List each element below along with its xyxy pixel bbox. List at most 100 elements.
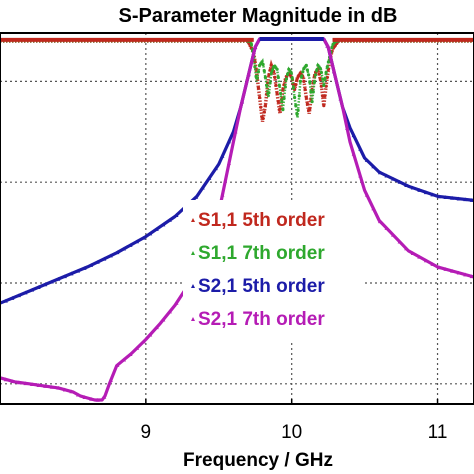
series-0-point xyxy=(262,110,266,114)
series-3-point xyxy=(95,397,100,402)
series-1-point xyxy=(270,68,274,72)
series-0-point xyxy=(303,87,307,92)
series-0-point xyxy=(325,75,329,79)
series-3-point xyxy=(469,274,474,279)
series-0-point xyxy=(323,94,327,98)
series-3-point xyxy=(174,300,179,305)
series-2-point xyxy=(30,287,35,292)
series-3-point xyxy=(443,267,448,271)
series-2-point xyxy=(397,180,402,184)
series-1-point xyxy=(277,83,281,87)
series-1-point xyxy=(301,70,305,74)
series-2-point xyxy=(194,194,199,199)
series-3-point xyxy=(16,380,21,385)
series-1-point xyxy=(281,108,285,112)
series-0-point xyxy=(275,91,279,96)
series-1-point xyxy=(262,69,266,73)
series-2-point xyxy=(384,173,389,178)
x-tick-label-1: 10 xyxy=(281,422,302,443)
series-3-point xyxy=(404,246,409,251)
series-1-point xyxy=(321,77,325,81)
series-1-point xyxy=(294,104,298,108)
series-0-point xyxy=(267,73,271,77)
series-1-point xyxy=(260,60,264,64)
series-3-point xyxy=(463,272,468,277)
legend-marker-3 xyxy=(191,317,195,321)
series-1-point xyxy=(265,83,269,87)
series-3-point xyxy=(423,258,428,263)
series-2-point xyxy=(128,243,133,247)
series-3-point xyxy=(3,377,8,382)
series-2-point xyxy=(456,196,461,201)
series-2-point xyxy=(148,231,153,236)
series-1-point xyxy=(275,67,279,71)
series-1-point xyxy=(263,75,267,79)
series-2-point xyxy=(69,271,74,276)
series-3-point xyxy=(417,254,422,259)
series-0-point xyxy=(263,104,267,108)
series-3-point xyxy=(76,392,81,397)
series-0-point xyxy=(259,105,263,109)
series-2-point xyxy=(436,194,441,199)
series-3-point xyxy=(391,232,396,237)
series-3-point xyxy=(69,389,74,394)
series-1-point xyxy=(267,91,271,95)
series-3-point xyxy=(62,387,67,392)
series-layer xyxy=(0,37,474,402)
tick-layer: 9 10 11 xyxy=(141,399,447,443)
series-0-point xyxy=(308,107,312,111)
series-3-point xyxy=(240,99,245,104)
series-3-point xyxy=(450,268,455,273)
series-2-point xyxy=(62,274,67,279)
series-3-point xyxy=(358,173,363,178)
series-3-point xyxy=(108,378,113,383)
series-3-point xyxy=(82,395,87,399)
series-3-point xyxy=(331,69,336,74)
series-3-point xyxy=(384,226,389,230)
series-0-point xyxy=(294,83,298,87)
series-3-point xyxy=(220,192,225,197)
series-2-point xyxy=(469,198,474,202)
series-3-point xyxy=(377,219,382,224)
series-1-point xyxy=(297,94,301,98)
series-3-point xyxy=(253,45,258,49)
series-0-point xyxy=(261,116,265,121)
series-1-point xyxy=(309,90,313,94)
legend-label-1: S1,1 7th order xyxy=(198,243,325,264)
series-3-point xyxy=(167,309,172,314)
series-2-point xyxy=(423,190,428,195)
legend-marker-0 xyxy=(191,218,195,222)
legend-label-3: S2,1 7th order xyxy=(198,309,325,330)
series-2-point xyxy=(89,263,94,267)
series-1-point xyxy=(312,80,316,84)
series-1-point xyxy=(298,79,302,83)
series-2-point xyxy=(351,133,356,138)
series-1-point xyxy=(325,65,329,69)
series-0-point xyxy=(258,95,262,100)
series-2-point xyxy=(404,183,409,187)
series-3-point xyxy=(364,192,369,197)
series-3-point xyxy=(456,270,461,275)
series-3-point xyxy=(154,325,159,330)
legend-box xyxy=(183,200,363,340)
series-2-point xyxy=(391,176,396,181)
series-3-point xyxy=(148,332,153,337)
series-0-point xyxy=(317,72,321,76)
series-0-point xyxy=(276,100,280,104)
series-3-point xyxy=(410,251,415,255)
series-2-point xyxy=(43,282,48,287)
series-1-point xyxy=(314,73,318,77)
series-3-point xyxy=(345,126,350,130)
series-2-point xyxy=(417,188,422,192)
series-3-point xyxy=(141,339,146,344)
series-2-point xyxy=(207,176,212,180)
series-2-point xyxy=(371,164,376,169)
series-3-point xyxy=(436,265,441,270)
legend: S1,1 5th order S1,1 7th order S2,1 5th ord… xyxy=(183,200,363,340)
series-1-point xyxy=(284,77,288,81)
series-1-point xyxy=(296,108,300,112)
series-1-point xyxy=(256,70,260,74)
legend-marker-1 xyxy=(191,251,195,255)
